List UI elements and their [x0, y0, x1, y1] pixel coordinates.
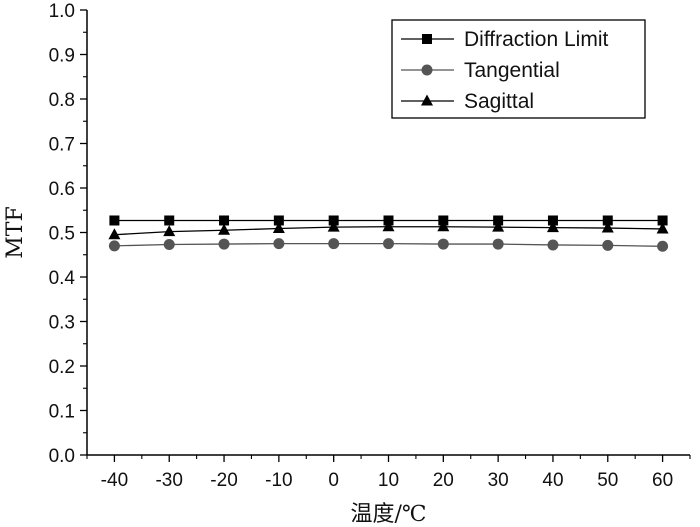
y-tick-label: 0.9	[49, 46, 75, 67]
x-tick-label: 30	[488, 470, 509, 491]
x-tick-label: -40	[101, 470, 128, 491]
data-point	[657, 240, 669, 252]
data-point	[273, 238, 285, 250]
axes: 0.0 0.1 0.2 0.3 0.4 0.5 0.6 0.7 0.8 0.9 1.0 -40 -30 -…	[49, 1, 691, 491]
y-tick-label: 0.4	[49, 268, 76, 289]
legend: Diffraction Limit Tangential Sagittal	[391, 19, 646, 119]
data-point	[547, 239, 559, 251]
data-point	[601, 221, 614, 233]
data-point	[328, 215, 339, 226]
x-tick-label: 40	[542, 470, 563, 491]
x-tick-label: -10	[265, 470, 292, 491]
x-tick-label: -30	[155, 470, 182, 491]
data-point	[492, 238, 504, 250]
y-tick-label: 0.7	[49, 135, 75, 156]
data-point	[108, 228, 121, 240]
data-point	[218, 223, 231, 235]
data-point	[163, 239, 175, 251]
data-point	[657, 215, 668, 226]
y-tick-label: 0.1	[49, 402, 75, 423]
x-tick-label: 60	[652, 470, 673, 491]
x-tick-label: -20	[210, 470, 237, 491]
data-point	[164, 215, 175, 226]
y-axis-title: MTF	[3, 206, 28, 258]
legend-label: Diffraction Limit	[464, 28, 608, 51]
legend-marker	[422, 34, 432, 44]
data-point	[546, 221, 559, 233]
y-tick-label: 0.5	[49, 224, 75, 245]
data-point	[273, 215, 284, 226]
data-point	[109, 215, 120, 226]
series-triangle	[108, 220, 669, 240]
data-point	[382, 220, 395, 232]
data-point	[437, 238, 449, 250]
legend-marker	[421, 94, 433, 106]
x-tick-label: 50	[597, 470, 618, 491]
data-point	[437, 220, 450, 232]
data-point	[108, 240, 120, 252]
data-point	[492, 220, 505, 232]
x-tick-label: 0	[328, 470, 339, 491]
data-point	[547, 215, 558, 226]
x-tick-label: 20	[433, 470, 454, 491]
data-point	[493, 215, 504, 226]
y-tick-label: 0.3	[49, 313, 75, 334]
data-point	[602, 215, 613, 226]
y-tick-label: 1.0	[49, 1, 75, 22]
data-point	[218, 238, 230, 250]
y-tick-label: 0.6	[49, 179, 75, 200]
data-point	[219, 215, 230, 226]
legend-box	[391, 19, 646, 119]
data-point	[602, 239, 614, 251]
data-point	[328, 238, 340, 250]
data-point	[327, 220, 340, 232]
data-point	[383, 238, 394, 250]
data-point	[656, 222, 669, 234]
x-tick-label: 10	[378, 470, 399, 491]
data-point	[272, 221, 285, 233]
data-point	[163, 225, 176, 237]
legend-marker	[421, 64, 433, 76]
y-tick-label: 0.8	[49, 90, 75, 111]
legend-label: Sagittal	[464, 90, 534, 113]
x-axis-title: 温度/℃	[350, 502, 426, 527]
legend-label: Tangential	[464, 59, 560, 82]
series-circle	[108, 238, 669, 252]
y-tick-label: 0.0	[49, 446, 75, 467]
series-layer	[108, 215, 669, 252]
y-tick-label: 0.2	[49, 357, 75, 378]
